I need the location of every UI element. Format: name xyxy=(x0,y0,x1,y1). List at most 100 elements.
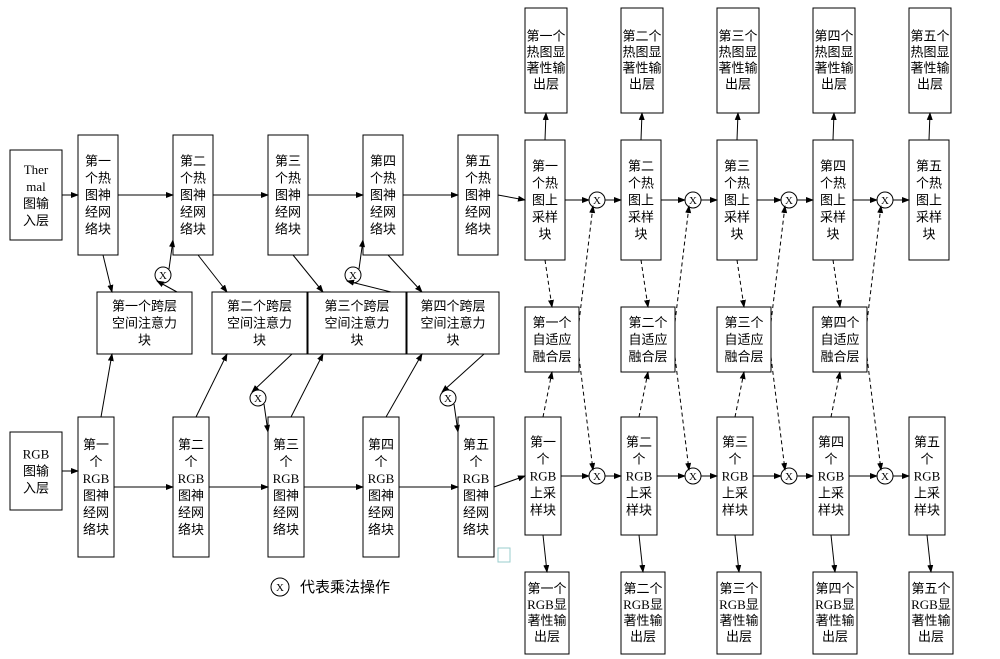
rgb-enc-5-label: 经网 xyxy=(463,505,489,520)
thermal-up-2-label: 第二 xyxy=(628,159,654,174)
rgb-out-4-label: RGB显 xyxy=(815,597,855,612)
rgb-enc-5-label: 个 xyxy=(469,454,482,469)
arrow xyxy=(264,404,268,432)
attn-4-label: 第四个跨层 xyxy=(420,299,485,314)
thermal-enc-4-label: 经网 xyxy=(370,205,396,220)
rgb-out-3-label: 出层 xyxy=(726,629,752,644)
rgb-enc-3-label: 络块 xyxy=(273,522,299,537)
arrow xyxy=(579,357,593,470)
rgb-out-3-label: 著性输 xyxy=(719,613,758,628)
mult-dec-top-3-glyph: X xyxy=(785,195,793,207)
rgb-up-1-label: RGB xyxy=(530,469,557,484)
arrow xyxy=(735,535,739,572)
thermal-out-1-label: 第一个 xyxy=(526,29,565,44)
rgb-up-2-label: 上采 xyxy=(626,486,652,501)
rgb-enc-4-label: 经网 xyxy=(368,505,394,520)
thermal-enc-5-label: 个热 xyxy=(465,171,491,186)
rgb-out-1-label: 出层 xyxy=(534,629,560,644)
arrow xyxy=(929,113,930,140)
arrow xyxy=(196,354,227,417)
arrow xyxy=(639,535,643,572)
thermal-enc-4-label: 络块 xyxy=(370,222,396,237)
arrow xyxy=(543,372,552,417)
rgb-enc-3-label: 个 xyxy=(279,454,292,469)
thermal-enc-3-label: 络块 xyxy=(275,222,301,237)
thermal-out-3-label: 出层 xyxy=(725,77,751,92)
rgb-enc-4-label: 第四 xyxy=(368,437,394,452)
rgb-input-label: 入层 xyxy=(23,481,49,496)
attn-3-label: 第三个跨层 xyxy=(324,299,389,314)
rgb-enc-4-label: RGB xyxy=(368,471,395,486)
mult-dec-bot-1-glyph: X xyxy=(593,471,601,483)
rgb-input-label: RGB xyxy=(23,447,50,462)
mult-dec-bot-3-glyph: X xyxy=(785,471,793,483)
fusion-4-label: 融合层 xyxy=(820,349,859,364)
rgb-up-1-label: 个 xyxy=(536,452,549,467)
thermal-enc-2-label: 第二 xyxy=(180,154,206,169)
rgb-out-4-label: 著性输 xyxy=(815,613,854,628)
thermal-enc-3-label: 图神 xyxy=(275,188,301,203)
thermal-up-1-label: 采样 xyxy=(532,210,558,225)
attn-1-label: 空间注意力 xyxy=(112,316,177,331)
rgb-enc-1-label: 经网 xyxy=(83,505,109,520)
attn-3-label: 空间注意力 xyxy=(324,316,389,331)
thermal-enc-1-label: 个热 xyxy=(85,171,111,186)
rgb-enc-3-label: 经网 xyxy=(273,505,299,520)
thermal-enc-2-label: 图神 xyxy=(180,188,206,203)
thermal-out-1-label: 出层 xyxy=(533,77,559,92)
rgb-enc-2-label: 图神 xyxy=(178,488,204,503)
thermal-out-1-label: 著性输 xyxy=(526,61,565,76)
rgb-out-5-label: 第五个 xyxy=(911,581,950,596)
arrow xyxy=(771,206,785,322)
rgb-enc-2-label: 个 xyxy=(184,454,197,469)
thermal-enc-1-label: 图神 xyxy=(85,188,111,203)
rgb-up-2-label: RGB xyxy=(626,469,653,484)
rgb-out-4-label: 第四个 xyxy=(815,581,854,596)
rgb-enc-3-label: 第三 xyxy=(273,437,299,452)
thermal-enc-3-label: 个热 xyxy=(275,171,301,186)
thermal-up-4-label: 个热 xyxy=(820,176,846,191)
rgb-up-3-label: 个 xyxy=(728,452,741,467)
arrow xyxy=(545,260,552,307)
thermal-input-label: mal xyxy=(26,179,46,194)
thermal-up-3-label: 采样 xyxy=(724,210,750,225)
thermal-up-1-label: 图上 xyxy=(532,193,558,208)
attn-4-label: 空间注意力 xyxy=(420,316,485,331)
arrow xyxy=(198,255,227,292)
rgb-enc-3-label: 图神 xyxy=(273,488,299,503)
rgb-out-2-label: RGB显 xyxy=(623,597,663,612)
thermal-up-2-label: 采样 xyxy=(628,210,654,225)
rgb-out-3-label: RGB显 xyxy=(719,597,759,612)
rgb-enc-5-label: RGB xyxy=(463,471,490,486)
thermal-out-2-label: 著性输 xyxy=(622,61,661,76)
thermal-enc-5-label: 图神 xyxy=(465,188,491,203)
rgb-up-1-label: 上采 xyxy=(530,486,556,501)
fusion-2-label: 自适应 xyxy=(628,332,667,347)
arrow xyxy=(675,206,689,322)
rgb-enc-1-label: 个 xyxy=(89,454,102,469)
thermal-enc-5-label: 第五 xyxy=(465,154,491,169)
rgb-enc-1-label: 第一 xyxy=(83,437,109,452)
mult-dec-top-1-glyph: X xyxy=(593,195,601,207)
attn-3-label: 块 xyxy=(350,333,363,348)
rgb-enc-1-label: 络块 xyxy=(83,522,109,537)
thermal-out-2-label: 出层 xyxy=(629,77,655,92)
rgb-up-2-label: 个 xyxy=(632,452,645,467)
rgb-up-3-label: 第三 xyxy=(722,435,748,450)
arrow xyxy=(291,354,323,417)
thermal-enc-1-label: 络块 xyxy=(85,222,111,237)
rgb-up-5-label: 样块 xyxy=(914,503,940,518)
arrow xyxy=(641,113,642,140)
mult-dec-top-2-glyph: X xyxy=(689,195,697,207)
thermal-enc-3-label: 经网 xyxy=(275,205,301,220)
rgb-enc-5-label: 图神 xyxy=(463,488,489,503)
thermal-up-4-label: 图上 xyxy=(820,193,846,208)
arrow xyxy=(359,240,363,269)
arrow xyxy=(867,206,881,322)
arrow xyxy=(101,354,112,417)
rgb-up-5-label: 个 xyxy=(920,452,933,467)
rgb-up-1-label: 样块 xyxy=(530,503,556,518)
arrow xyxy=(543,535,547,572)
thermal-enc-2-label: 络块 xyxy=(180,222,206,237)
arrow xyxy=(494,476,525,487)
